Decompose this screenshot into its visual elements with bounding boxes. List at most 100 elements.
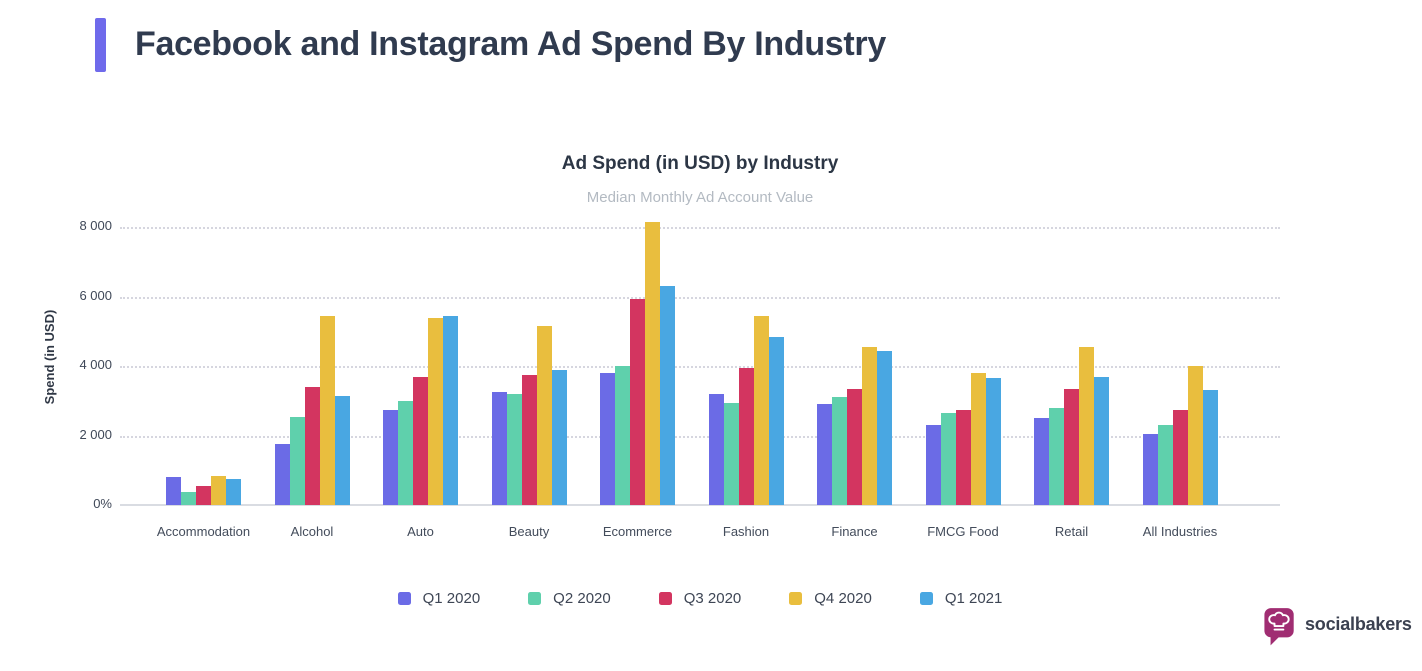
- bar-q4-2020-accommodation: [211, 475, 226, 505]
- bar-q2-2020-ecommerce: [615, 366, 630, 505]
- bar-group-accommodation: [166, 210, 241, 505]
- x-axis-label-alcohol: Alcohol: [290, 524, 334, 539]
- x-axis-label-fashion: Fashion: [722, 524, 770, 539]
- bar-q1-2021-finance: [877, 350, 892, 505]
- bar-q1-2020-all-industries: [1142, 433, 1158, 505]
- bar-q4-2020-fmcg-food: [970, 373, 986, 505]
- legend-label: Q2 2020: [553, 590, 611, 607]
- bar-q1-2020-auto: [383, 409, 398, 505]
- legend-swatch-q2-2020: [528, 592, 542, 605]
- gridline-2000: [120, 435, 1280, 438]
- legend-label: Q3 2020: [683, 590, 742, 607]
- legend-item-q1-2021: Q1 2021: [919, 590, 1003, 607]
- legend-swatch-q4-2020: [789, 592, 803, 605]
- bar-q2-2020-auto: [398, 400, 413, 505]
- bar-q1-2020-fmcg-food: [925, 425, 941, 505]
- x-axis-label-ecommerce: Ecommerce: [602, 524, 673, 539]
- bar-q1-2020-beauty: [491, 392, 507, 505]
- legend-label: Q1 2020: [422, 590, 481, 607]
- x-axis-label-accommodation: Accommodation: [156, 524, 251, 539]
- socialbakers-chef-hat-icon: [1264, 608, 1294, 646]
- title-accent-bar: [95, 18, 106, 72]
- legend-item-q3-2020: Q3 2020: [658, 590, 742, 607]
- legend-label: Q1 2021: [944, 590, 1003, 607]
- gridline-6000: [120, 296, 1280, 299]
- x-axis-label-beauty: Beauty: [508, 524, 550, 539]
- bar-q1-2020-fashion: [708, 393, 724, 505]
- x-axis-label-fmcg-food: FMCG Food: [927, 524, 999, 539]
- bar-group-finance: [817, 210, 892, 505]
- bar-q2-2020-all-industries: [1157, 425, 1173, 505]
- x-axis-label-retail: Retail: [1054, 524, 1089, 539]
- gridline-8000: [120, 227, 1280, 230]
- bar-q2-2020-finance: [832, 397, 847, 505]
- x-axis-label-all-industries: All Industries: [1142, 524, 1218, 539]
- bar-q3-2020-accommodation: [196, 485, 211, 505]
- y-tick-label: 8 000: [79, 218, 112, 234]
- x-axis-label-finance: Finance: [831, 524, 878, 539]
- bar-q4-2020-alcohol: [319, 315, 335, 505]
- gridline-4000: [120, 366, 1280, 369]
- bar-q1-2021-alcohol: [334, 395, 350, 505]
- bar-q3-2020-alcohol: [304, 387, 320, 505]
- legend-swatch-q1-2021: [919, 592, 933, 605]
- bar-q1-2020-ecommerce: [600, 373, 615, 505]
- y-tick-label: 0%: [93, 496, 112, 511]
- bar-q1-2021-accommodation: [226, 478, 241, 505]
- chart-title: Ad Spend (in USD) by Industry: [561, 153, 839, 174]
- bar-q4-2020-beauty: [536, 326, 552, 505]
- bar-q4-2020-fashion: [753, 315, 769, 505]
- bar-q1-2021-auto: [443, 315, 458, 505]
- bar-q1-2020-accommodation: [166, 477, 181, 505]
- x-axis-line: [120, 504, 1280, 506]
- legend-swatch-q3-2020: [658, 592, 672, 605]
- bar-q3-2020-retail: [1064, 388, 1079, 505]
- bar-q3-2020-finance: [847, 388, 862, 505]
- bar-q2-2020-accommodation: [181, 491, 196, 505]
- bar-q4-2020-ecommerce: [645, 222, 660, 505]
- bar-q4-2020-auto: [428, 317, 443, 505]
- bar-q3-2020-auto: [413, 376, 428, 505]
- bar-q1-2021-all-industries: [1202, 390, 1218, 505]
- bar-q3-2020-beauty: [521, 374, 537, 505]
- bar-q1-2020-finance: [817, 404, 832, 505]
- socialbakers-logo: socialbakers: [1263, 606, 1412, 647]
- bar-q2-2020-fmcg-food: [940, 413, 956, 505]
- bar-q4-2020-retail: [1079, 347, 1094, 505]
- bar-q1-2021-retail: [1094, 376, 1109, 505]
- bar-group-fashion: [708, 210, 784, 505]
- chart-subtitle: Median Monthly Ad Account Value: [586, 189, 814, 206]
- chart-legend: Q1 2020 Q2 2020 Q3 2020 Q4 2020 Q1 2021: [120, 590, 1280, 607]
- bar-group-ecommerce: [600, 210, 675, 505]
- brand-name: socialbakers: [1305, 614, 1412, 634]
- legend-swatch-q1-2020: [397, 592, 411, 605]
- bar-q1-2021-fmcg-food: [985, 378, 1001, 505]
- page-title: Facebook and Instagram Ad Spend By Indus…: [135, 25, 886, 63]
- bar-q1-2021-fashion: [768, 336, 784, 505]
- legend-item-q2-2020: Q2 2020: [528, 590, 611, 607]
- legend-item-q1-2020: Q1 2020: [397, 590, 481, 607]
- bar-group-beauty: [491, 210, 567, 505]
- y-tick-label: 6 000: [79, 287, 112, 303]
- bar-q3-2020-fmcg-food: [955, 409, 971, 505]
- plot-area: [120, 210, 1280, 505]
- bar-q2-2020-retail: [1049, 407, 1064, 505]
- bar-group-auto: [383, 210, 458, 505]
- bar-q1-2021-ecommerce: [660, 286, 675, 505]
- bar-q3-2020-all-industries: [1172, 409, 1188, 505]
- bar-q3-2020-fashion: [738, 367, 754, 505]
- bar-group-fmcg-food: [925, 210, 1001, 505]
- y-tick-label: 2 000: [79, 426, 112, 442]
- legend-label: Q4 2020: [814, 590, 872, 607]
- y-tick-label: 4 000: [79, 357, 112, 373]
- bar-q2-2020-beauty: [506, 393, 522, 505]
- x-axis-label-auto: Auto: [407, 524, 434, 539]
- bar-q1-2020-retail: [1034, 418, 1049, 505]
- bar-q4-2020-finance: [862, 347, 877, 505]
- bar-q1-2020-alcohol: [274, 444, 290, 505]
- bar-q2-2020-alcohol: [289, 416, 305, 505]
- bar-group-alcohol: [274, 210, 350, 505]
- bar-group-all-industries: [1142, 210, 1218, 505]
- bar-q2-2020-fashion: [723, 402, 739, 505]
